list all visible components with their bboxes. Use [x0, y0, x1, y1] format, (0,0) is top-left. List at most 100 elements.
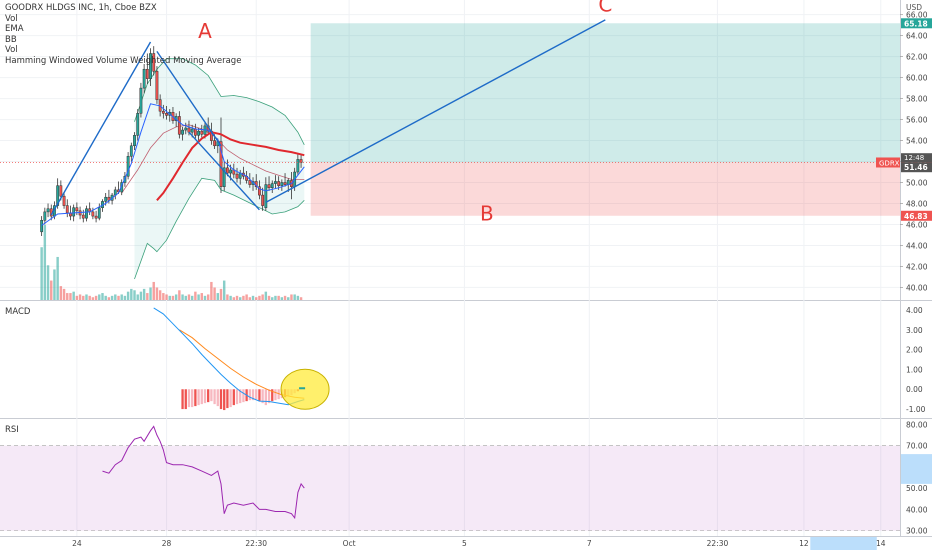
legend-vol-2[interactable]: Vol	[5, 45, 18, 55]
volume-bar	[271, 297, 274, 300]
candle	[283, 173, 287, 187]
price-tag	[901, 162, 932, 173]
rsi-pane	[0, 425, 900, 532]
candle-body	[91, 211, 95, 217]
time-tick-label: Oct	[343, 539, 356, 548]
price-tick-label: 64.00	[906, 32, 928, 41]
volume-bar	[46, 265, 50, 300]
volume-bar	[107, 297, 111, 300]
rsi-tick-label: 50.00	[906, 484, 928, 493]
candle	[149, 48, 152, 87]
time-tick-label: 24	[72, 539, 82, 548]
volume-bar	[283, 295, 287, 300]
legend-hwvwma[interactable]: Hamming Windowed Volume Weighted Moving …	[5, 55, 242, 66]
candle-body	[75, 207, 79, 212]
legend-bb[interactable]: BB	[5, 34, 17, 45]
profit-zone	[310, 23, 900, 163]
wave-label: C	[598, 0, 612, 17]
macd-histogram-bar	[203, 389, 207, 404]
candle-body	[145, 68, 149, 79]
volume-bar	[219, 288, 223, 300]
volume-bar	[165, 294, 168, 300]
rsi-pane-label: RSI	[5, 425, 19, 435]
volume-bar	[299, 297, 303, 300]
volume-bar	[146, 293, 149, 300]
candle	[126, 152, 130, 180]
candle	[65, 199, 69, 218]
candle-body	[165, 113, 168, 116]
rsi-axis-highlight	[901, 454, 932, 484]
volume-bar	[200, 293, 203, 300]
volume-bar	[187, 294, 191, 300]
candle	[184, 122, 188, 135]
macd-histogram-bar	[210, 389, 213, 402]
macd-tick-label: 0.00	[906, 385, 923, 394]
volume-bar	[258, 295, 261, 300]
volume-bar	[178, 290, 181, 300]
volume-bar	[82, 295, 85, 300]
volume-bar	[117, 295, 120, 300]
price-tick-label: 56.00	[906, 116, 928, 125]
candle-body	[81, 214, 85, 219]
volume-bar	[88, 295, 91, 300]
candle-body	[225, 167, 229, 174]
macd-histogram-bar	[277, 389, 280, 400]
macd-histogram-bar	[219, 389, 223, 410]
candle-body	[222, 167, 226, 187]
volume-bar	[136, 294, 139, 300]
volume-bar	[222, 280, 226, 300]
legend-vol[interactable]: Vol	[5, 13, 18, 24]
long-position-tool[interactable]	[310, 23, 900, 216]
trend-line	[265, 19, 606, 204]
volume-bar	[293, 294, 296, 300]
volume-bar	[290, 294, 293, 300]
volume-bar	[59, 286, 63, 300]
candle	[280, 179, 284, 191]
macd-histogram-bar	[223, 389, 226, 411]
macd-histogram-bar	[232, 389, 235, 406]
volume-bar	[235, 295, 239, 300]
candle-body	[283, 182, 287, 185]
symbol-tag-label: GDRX	[879, 159, 900, 167]
candle	[152, 46, 156, 76]
hwvwma-line	[156, 131, 305, 201]
volume-bar	[78, 294, 82, 300]
candle-body	[139, 87, 143, 114]
volume-bar	[40, 247, 43, 300]
volume-bar	[194, 291, 197, 300]
volume-bar	[210, 281, 213, 300]
price-tick-label: 46.00	[906, 220, 928, 229]
volume-bar	[277, 295, 280, 300]
volume-bar	[245, 294, 248, 300]
volume-bar	[123, 295, 127, 300]
volume-bar	[264, 291, 268, 300]
time-tick-label: 22:30	[245, 539, 267, 548]
volume-bar	[75, 295, 79, 300]
candle-body	[248, 180, 252, 185]
candle-body	[46, 208, 50, 213]
time-tick-label: 12	[799, 539, 809, 548]
volume-bar	[91, 297, 95, 300]
legend-ema[interactable]: EMA	[5, 24, 24, 34]
candle	[225, 159, 229, 177]
volume-bar	[226, 294, 229, 300]
macd-tick-label: 2.00	[906, 346, 923, 355]
trend-line	[188, 131, 260, 211]
macd-tick-label: 3.00	[906, 326, 923, 335]
price-tick-label: 48.00	[906, 199, 928, 208]
candle-body	[277, 181, 281, 186]
trend-lines[interactable]	[50, 19, 606, 216]
volume-bar	[248, 297, 252, 300]
volume-bar	[261, 294, 264, 300]
symbol-tag	[876, 157, 900, 168]
candle	[113, 186, 117, 200]
wave-label: A	[198, 19, 212, 43]
candle	[222, 161, 226, 191]
macd-histogram-bar	[235, 389, 239, 405]
volume-bar	[114, 294, 117, 300]
candle	[136, 109, 140, 141]
price-tick-label: 50.00	[906, 179, 928, 188]
volume-bar	[181, 294, 184, 300]
candle-body	[213, 140, 216, 147]
